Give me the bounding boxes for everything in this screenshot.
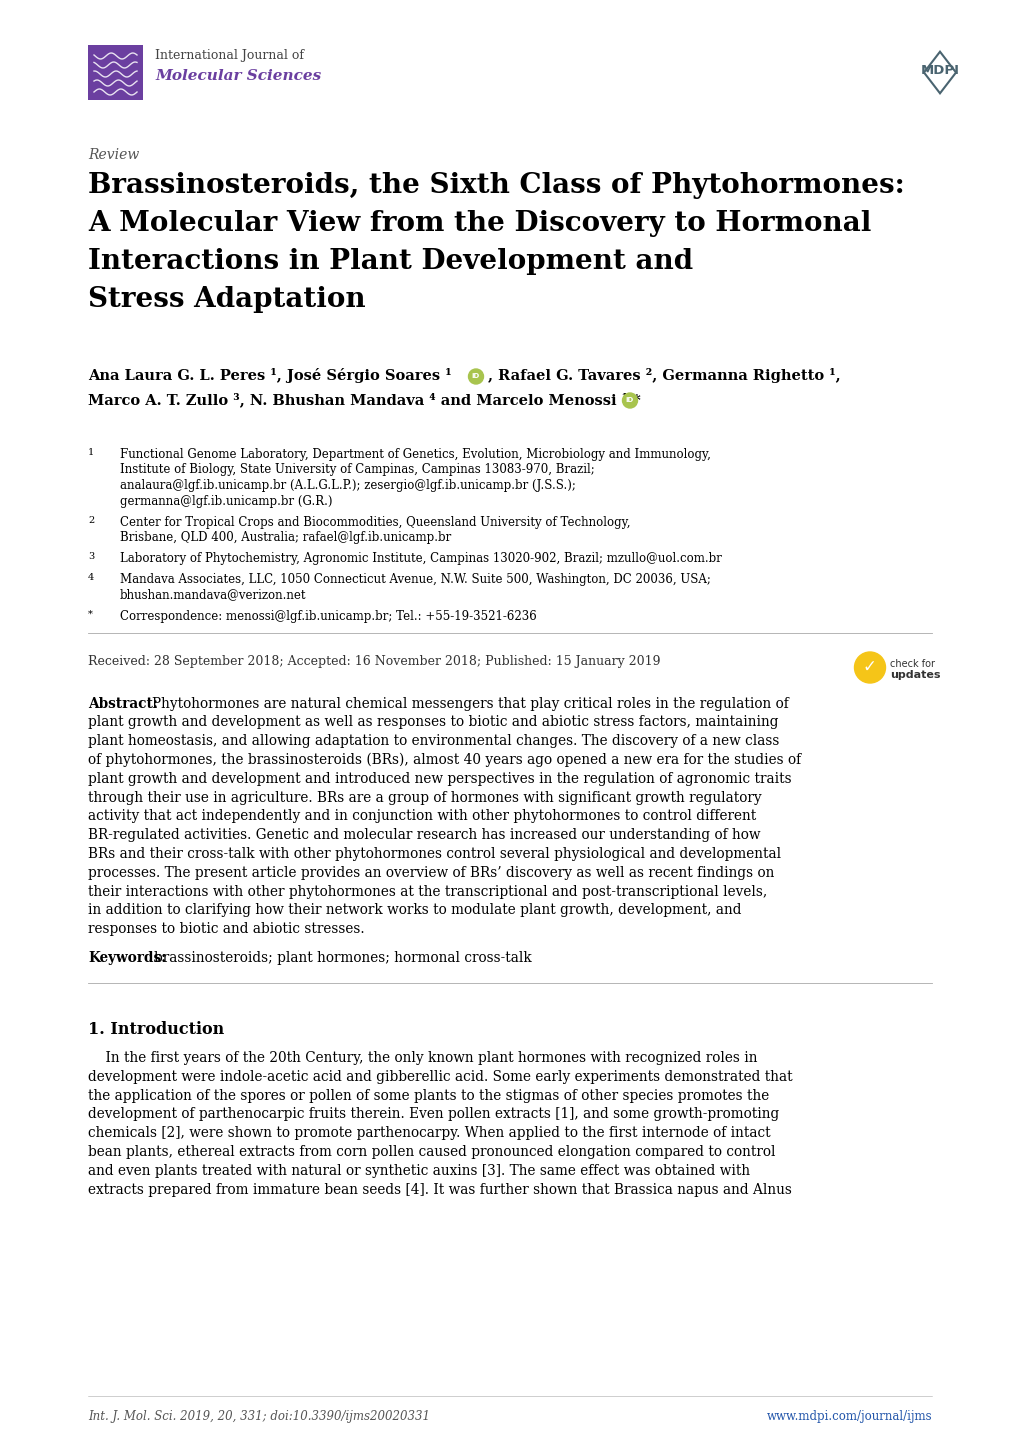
Text: MDPI: MDPI (919, 63, 959, 76)
Text: Phytohormones are natural chemical messengers that play critical roles in the re: Phytohormones are natural chemical messe… (152, 696, 788, 711)
Text: Correspondence: menossi@lgf.ib.unicamp.br; Tel.: +55-19-3521-6236: Correspondence: menossi@lgf.ib.unicamp.b… (120, 610, 536, 623)
Text: 1. Introduction: 1. Introduction (88, 1021, 224, 1038)
Circle shape (622, 394, 637, 408)
Text: 2: 2 (88, 515, 94, 525)
Text: *: * (88, 610, 93, 619)
Text: plant homeostasis, and allowing adaptation to environmental changes. The discove: plant homeostasis, and allowing adaptati… (88, 734, 779, 748)
Text: responses to biotic and abiotic stresses.: responses to biotic and abiotic stresses… (88, 921, 364, 936)
Text: Ana Laura G. L. Peres ¹, José Sérgio Soares ¹: Ana Laura G. L. Peres ¹, José Sérgio Soa… (88, 368, 451, 384)
FancyBboxPatch shape (88, 45, 143, 99)
Text: Marco A. T. Zullo ³, N. Bhushan Mandava ⁴ and Marcelo Menossi ¹,*: Marco A. T. Zullo ³, N. Bhushan Mandava … (88, 392, 640, 407)
Text: extracts prepared from immature bean seeds [4]. It was further shown that Brassi: extracts prepared from immature bean see… (88, 1182, 791, 1197)
Text: of phytohormones, the brassinosteroids (BRs), almost 40 years ago opened a new e: of phytohormones, the brassinosteroids (… (88, 753, 800, 767)
Text: their interactions with other phytohormones at the transcriptional and post-tran: their interactions with other phytohormo… (88, 884, 766, 898)
Text: updates: updates (890, 669, 940, 679)
Text: Functional Genome Laboratory, Department of Genetics, Evolution, Microbiology an: Functional Genome Laboratory, Department… (120, 448, 710, 461)
Text: Mandava Associates, LLC, 1050 Connecticut Avenue, N.W. Suite 500, Washington, DC: Mandava Associates, LLC, 1050 Connecticu… (120, 572, 710, 585)
Text: Interactions in Plant Development and: Interactions in Plant Development and (88, 248, 693, 275)
Text: Laboratory of Phytochemistry, Agronomic Institute, Campinas 13020-902, Brazil; m: Laboratory of Phytochemistry, Agronomic … (120, 552, 721, 565)
Text: 3: 3 (88, 552, 94, 561)
Text: iD: iD (472, 373, 480, 379)
Text: Review: Review (88, 149, 140, 162)
Text: Keywords:: Keywords: (88, 950, 166, 965)
Text: 4: 4 (88, 572, 94, 583)
Text: , Rafael G. Tavares ², Germanna Righetto ¹,: , Rafael G. Tavares ², Germanna Righetto… (487, 368, 840, 384)
Text: in addition to clarifying how their network works to modulate plant growth, deve: in addition to clarifying how their netw… (88, 903, 741, 917)
Text: Int. J. Mol. Sci. 2019, 20, 331; doi:10.3390/ijms20020331: Int. J. Mol. Sci. 2019, 20, 331; doi:10.… (88, 1410, 430, 1423)
Text: A Molecular View from the Discovery to Hormonal: A Molecular View from the Discovery to H… (88, 211, 870, 236)
Text: International Journal of: International Journal of (155, 49, 304, 62)
Text: Molecular Sciences: Molecular Sciences (155, 69, 321, 84)
Text: plant growth and development as well as responses to biotic and abiotic stress f: plant growth and development as well as … (88, 715, 777, 730)
Text: BRs and their cross-talk with other phytohormones control several physiological : BRs and their cross-talk with other phyt… (88, 846, 781, 861)
Text: www.mdpi.com/journal/ijms: www.mdpi.com/journal/ijms (765, 1410, 931, 1423)
Text: Abstract:: Abstract: (88, 696, 158, 711)
Text: In the first years of the 20th Century, the only known plant hormones with recog: In the first years of the 20th Century, … (88, 1051, 757, 1064)
Text: analaura@lgf.ib.unicamp.br (A.L.G.L.P.); zesergio@lgf.ib.unicamp.br (J.S.S.);: analaura@lgf.ib.unicamp.br (A.L.G.L.P.);… (120, 479, 576, 492)
Text: and even plants treated with natural or synthetic auxins [3]. The same effect wa: and even plants treated with natural or … (88, 1164, 749, 1178)
Text: chemicals [2], were shown to promote parthenocarpy. When applied to the first in: chemicals [2], were shown to promote par… (88, 1126, 770, 1141)
Text: Brisbane, QLD 400, Australia; rafael@lgf.ib.unicamp.br: Brisbane, QLD 400, Australia; rafael@lgf… (120, 531, 450, 544)
Text: 1: 1 (88, 448, 94, 457)
Text: germanna@lgf.ib.unicamp.br (G.R.): germanna@lgf.ib.unicamp.br (G.R.) (120, 495, 332, 508)
Circle shape (468, 369, 483, 384)
Text: Center for Tropical Crops and Biocommodities, Queensland University of Technolog: Center for Tropical Crops and Biocommodi… (120, 515, 630, 529)
Text: bean plants, ethereal extracts from corn pollen caused pronounced elongation com: bean plants, ethereal extracts from corn… (88, 1145, 774, 1159)
Text: processes. The present article provides an overview of BRs’ discovery as well as: processes. The present article provides … (88, 865, 773, 880)
Text: bhushan.mandava@verizon.net: bhushan.mandava@verizon.net (120, 588, 306, 601)
Text: development were indole-acetic acid and gibberellic acid. Some early experiments: development were indole-acetic acid and … (88, 1070, 792, 1084)
Text: Brassinosteroids, the Sixth Class of Phytohormones:: Brassinosteroids, the Sixth Class of Phy… (88, 172, 904, 199)
Text: through their use in agriculture. BRs are a group of hormones with significant g: through their use in agriculture. BRs ar… (88, 790, 761, 805)
Text: development of parthenocarpic fruits therein. Even pollen extracts [1], and some: development of parthenocarpic fruits the… (88, 1107, 779, 1122)
Circle shape (854, 652, 884, 684)
Text: activity that act independently and in conjunction with other phytohormones to c: activity that act independently and in c… (88, 809, 755, 823)
Text: plant growth and development and introduced new perspectives in the regulation o: plant growth and development and introdu… (88, 771, 791, 786)
Text: brassinosteroids; plant hormones; hormonal cross-talk: brassinosteroids; plant hormones; hormon… (154, 950, 532, 965)
Text: the application of the spores or pollen of some plants to the stigmas of other s: the application of the spores or pollen … (88, 1089, 768, 1103)
Text: check for: check for (890, 659, 934, 669)
Text: Stress Adaptation: Stress Adaptation (88, 286, 365, 313)
Text: iD: iD (626, 398, 634, 404)
Text: Institute of Biology, State University of Campinas, Campinas 13083-970, Brazil;: Institute of Biology, State University o… (120, 463, 594, 476)
Text: ✓: ✓ (861, 658, 875, 675)
Text: Received: 28 September 2018; Accepted: 16 November 2018; Published: 15 January 2: Received: 28 September 2018; Accepted: 1… (88, 655, 660, 668)
Text: BR-regulated activities. Genetic and molecular research has increased our unders: BR-regulated activities. Genetic and mol… (88, 828, 760, 842)
